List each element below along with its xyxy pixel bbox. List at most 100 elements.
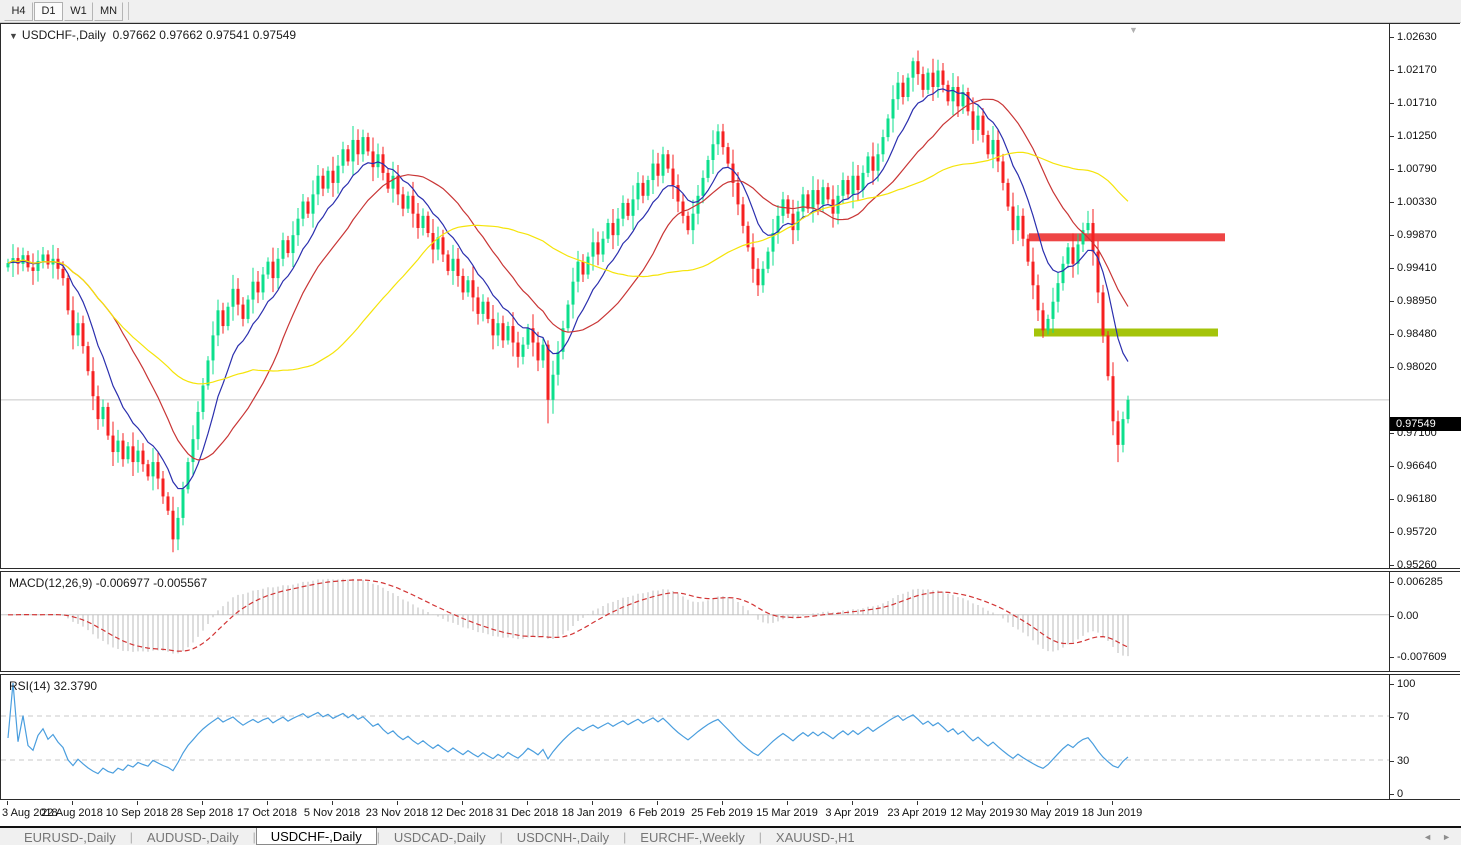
candle-bear (271, 261, 275, 279)
symbol-dropdown-icon[interactable]: ▼ (9, 31, 18, 41)
price-chart-canvas[interactable] (1, 24, 1389, 568)
candle-bull (911, 61, 915, 78)
timeframe-button-mn[interactable]: MN (94, 1, 123, 21)
candle-bear (366, 137, 370, 152)
date-axis-tick (397, 801, 398, 805)
price-axis-label: 1.02630 (1397, 31, 1437, 44)
price-axis-label: 0.96640 (1397, 459, 1437, 472)
date-axis-tick (527, 801, 528, 805)
candle-bull (551, 374, 555, 400)
date-axis-label: 3 Aug 2018 (2, 807, 58, 819)
date-axis-tick (137, 801, 138, 805)
candle-bear (676, 185, 680, 202)
candle-bull (201, 385, 205, 412)
candle-bear (996, 139, 1000, 162)
candle-bull (316, 175, 320, 195)
tab-scroll-right-icon[interactable]: ► (1442, 831, 1451, 842)
candle-bull (861, 172, 865, 191)
candle-bear (671, 168, 675, 186)
candle-bull (336, 165, 340, 183)
macd-axis[interactable]: 0.006285 0.00 -0.007609 (1389, 572, 1460, 671)
candle-bull (586, 256, 590, 275)
candle-bear (986, 134, 990, 155)
candle-bull (1016, 215, 1020, 231)
candle-bear (721, 131, 725, 148)
candle-bull (226, 306, 230, 327)
candle-bull (621, 202, 625, 219)
tab-usdchf-daily[interactable]: USDCHF-,Daily (255, 828, 377, 845)
candle-bull (1066, 247, 1070, 264)
candle-bear (346, 149, 350, 162)
price-axis-tick (1390, 70, 1394, 72)
rsi-indicator-window: RSI(14) 32.3790 100 70 30 0 (0, 674, 1460, 800)
candle-bull (661, 154, 665, 176)
candle-bear (941, 70, 945, 85)
candle-bull (891, 99, 895, 119)
candle-bear (411, 195, 415, 214)
tab-xauusd-h1[interactable]: XAUUSD-,H1 (775, 829, 855, 845)
candle-bear (66, 278, 70, 311)
candle-bear (756, 268, 760, 286)
candle-bear (221, 310, 225, 327)
tab-scroll-left-icon[interactable]: ◄ (1423, 831, 1433, 842)
candle-bear (401, 194, 405, 209)
date-axis-label: 12 Dec 2018 (430, 807, 494, 819)
candle-bull (521, 344, 525, 357)
resistance-line[interactable] (1029, 233, 1225, 242)
rsi-axis-tick (1390, 717, 1394, 718)
candle-bear (626, 202, 630, 216)
candle-bear (791, 213, 795, 231)
candle-bull (36, 260, 40, 271)
price-axis-tick (1390, 300, 1394, 302)
candle-bull (766, 251, 770, 269)
tab-usdcad-daily[interactable]: USDCAD-,Daily (393, 829, 486, 845)
candle-bull (761, 268, 765, 286)
candle-bull (811, 190, 815, 209)
rsi-line (7, 682, 1129, 775)
timeframe-button-d1[interactable]: D1 (34, 1, 63, 21)
support-line[interactable] (1034, 328, 1218, 337)
price-axis-tick (1390, 37, 1394, 39)
timeframe-button-w1[interactable]: W1 (64, 1, 93, 21)
candle-bear (106, 406, 110, 436)
rsi-axis-tick (1390, 684, 1394, 685)
tab-usdcnh-daily[interactable]: USDCNH-,Daily (516, 829, 610, 845)
macd-axis-label: 0.00 (1397, 609, 1419, 622)
price-axis-tick (1390, 201, 1394, 203)
date-axis[interactable]: 3 Aug 2018 22 Aug 2018 10 Sep 2018 28 Sep 2… (0, 801, 1460, 825)
candle-bull (101, 406, 105, 420)
candle-bull (1121, 419, 1125, 445)
price-axis-tick (1390, 564, 1394, 566)
price-axis-label: 1.01250 (1397, 129, 1437, 142)
price-axis-tick (1390, 367, 1394, 369)
candle-bear (1021, 215, 1025, 239)
date-axis-label: 22 Aug 2018 (41, 807, 103, 819)
candle-bull (376, 154, 380, 168)
candle-bull (326, 170, 330, 189)
tab-eurchf-weekly[interactable]: EURCHF-,Weekly (640, 829, 745, 845)
candle-bear (396, 175, 400, 195)
candle-bull (616, 218, 620, 236)
macd-chart-canvas[interactable] (1, 572, 1389, 671)
candle-bear (1036, 285, 1040, 311)
candle-bear (731, 163, 735, 183)
date-axis-tick (72, 801, 73, 805)
candle-bear (171, 510, 175, 540)
timeframe-button-h4[interactable]: H4 (4, 1, 33, 21)
price-axis[interactable]: 1.02630 1.02170 1.01710 1.01250 1.00790 1.003… (1389, 24, 1460, 571)
tab-eurusd-daily[interactable]: EURUSD-,Daily (24, 829, 116, 845)
candle-bear (806, 194, 810, 209)
date-axis-tick (1112, 801, 1113, 805)
candle-bull (906, 77, 910, 98)
candle-bear (1096, 251, 1100, 293)
candle-bull (351, 139, 355, 162)
candle-bear (656, 163, 660, 176)
date-axis-label: 10 Sep 2018 (105, 807, 169, 819)
tab-audusd-daily[interactable]: AUDUSD-,Daily (146, 829, 239, 845)
candle-bear (846, 180, 850, 195)
rsi-chart-canvas[interactable] (1, 675, 1389, 799)
rsi-axis[interactable]: 100 70 30 0 (1389, 675, 1460, 800)
candle-bull (1061, 263, 1065, 284)
price-axis-label: 0.95260 (1397, 558, 1437, 571)
date-axis-tick (657, 801, 658, 805)
